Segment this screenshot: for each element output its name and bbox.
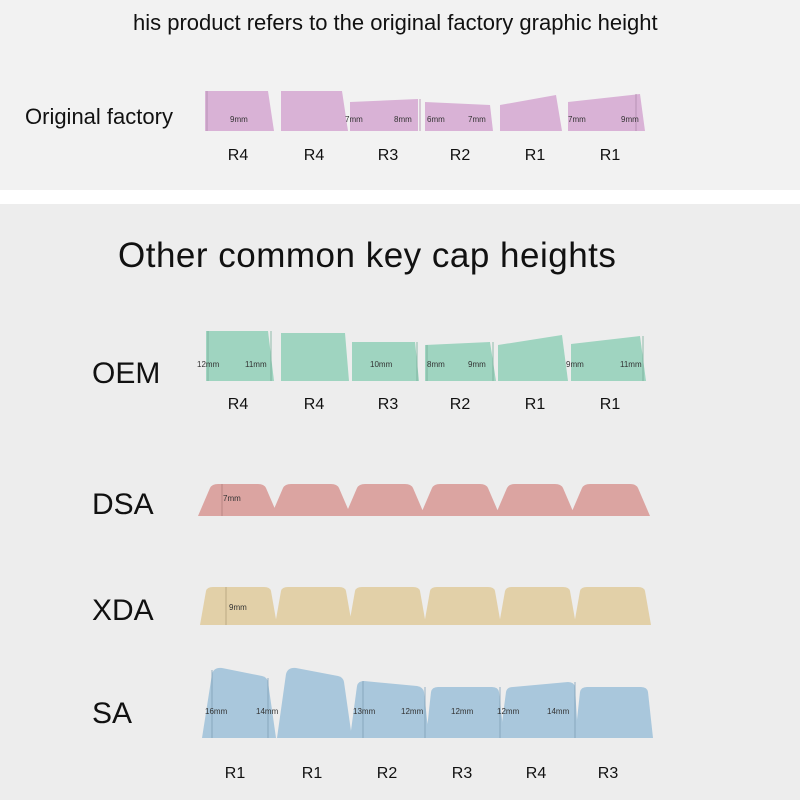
oem-row-label-2: R4 [303,396,325,413]
bottom-heading: Other common key cap heights [118,236,617,275]
xda-dim-1: 9mm [229,603,247,612]
original-row-label-3: R3 [377,147,399,164]
sa-dim-4: 12mm [401,707,424,716]
xda-keycaps [200,587,651,625]
sa-dim-6: 12mm [497,707,520,716]
original-factory-keycaps [205,91,645,131]
original-dim-5: 7mm [468,115,486,124]
dsa-keycap-3 [345,484,425,516]
sa-keycap-r1-a [202,667,276,738]
sa-dim-1: 16mm [205,707,228,716]
oem-dim-4: 8mm [427,360,445,369]
original-factory-panel [0,0,800,190]
original-keycap-r4-b [281,91,348,131]
original-factory-label: Original factory [25,104,173,129]
oem-label: OEM [92,357,161,390]
xda-keycap-5 [499,587,576,625]
xda-keycap-4 [424,587,501,625]
xda-keycap-6 [574,587,651,625]
sa-keycap-r3 [426,687,504,738]
oem-row-label-1: R4 [227,396,249,413]
oem-dim-2: 11mm [245,360,267,369]
dsa-keycap-5 [495,484,575,516]
original-keycap-r4-a [205,91,274,131]
oem-keycap-r3 [352,342,419,381]
dsa-keycap-2 [271,484,351,516]
original-dim-4: 6mm [427,115,445,124]
oem-row-label-6: R1 [599,396,621,413]
oem-keycap-r4-b [281,333,349,381]
dsa-dim-1: 7mm [223,494,241,503]
sa-dim-3: 13mm [353,707,376,716]
original-dim-6: 7mm [568,115,586,124]
original-row-label-1: R4 [227,147,249,164]
oem-row-label-5: R1 [524,396,546,413]
sa-row-label-6: R3 [597,765,619,782]
original-keycap-r2 [425,102,493,131]
oem-row-label-4: R2 [449,396,471,413]
original-keycap-r1-a [500,95,562,131]
panel-divider [0,190,800,204]
xda-keycap-3 [349,587,426,625]
sa-dim-7: 14mm [547,707,570,716]
sa-dim-2: 14mm [256,707,279,716]
original-row-label-4: R2 [449,147,471,164]
dsa-keycap-1 [198,484,278,516]
oem-keycap-r2 [425,342,496,381]
sa-keycap-r4 [500,682,578,738]
original-row-label-2: R4 [303,147,325,164]
original-row-label-6: R1 [599,147,621,164]
sa-row-label-4: R3 [451,765,473,782]
original-dim-1: 9mm [230,115,248,124]
sa-row-label-2: R1 [301,765,323,782]
oem-dim-6: 9mm [566,360,584,369]
original-keycap-r1-b [568,94,645,131]
sa-row-label-1: R1 [224,765,246,782]
sa-row-label-5: R4 [525,765,547,782]
sa-row-label-3: R2 [376,765,398,782]
xda-keycap-1 [200,587,277,625]
oem-keycap-r1-b [571,336,646,381]
oem-dim-1: 12mm [197,360,220,369]
oem-dim-3: 10mm [370,360,393,369]
sa-keycap-r3-b [575,687,653,738]
dsa-keycaps [198,484,650,516]
original-dim-2: 7mm [345,115,363,124]
sa-keycap-r2 [350,681,429,738]
oem-keycap-r1-a [498,335,568,381]
sa-keycaps [202,667,653,738]
original-keycap-r3 [350,99,418,131]
oem-dim-7: 11mm [620,360,642,369]
oem-keycaps [206,331,646,381]
sa-keycap-r1-b [277,667,352,738]
dsa-label: DSA [92,488,154,521]
xda-label: XDA [92,594,154,627]
top-heading: his product refers to the original facto… [133,10,658,35]
sa-label: SA [92,697,133,730]
xda-keycap-2 [275,587,352,625]
oem-row-label-3: R3 [377,396,399,413]
dsa-keycap-6 [570,484,650,516]
sa-dim-5: 12mm [451,707,474,716]
original-dim-7: 9mm [621,115,639,124]
original-row-label-5: R1 [524,147,546,164]
oem-keycap-r4-a [206,331,274,381]
original-dim-3: 8mm [394,115,412,124]
oem-dim-5: 9mm [468,360,486,369]
dsa-keycap-4 [420,484,500,516]
